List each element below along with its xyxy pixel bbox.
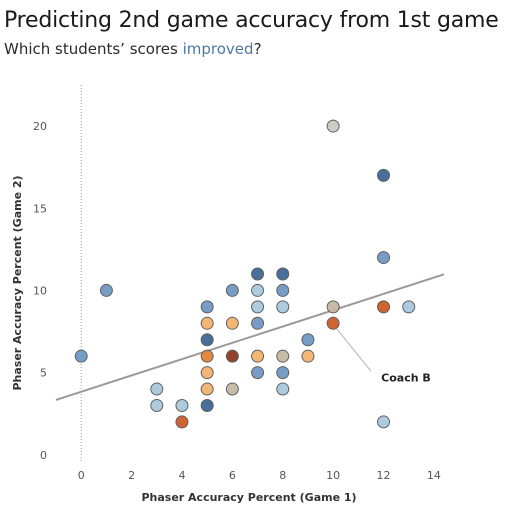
data-point[interactable] [251,300,265,314]
y-tick-label: 15 [33,202,47,215]
x-tick-label: 8 [279,469,286,482]
y-tick-label: 10 [33,284,47,297]
trend-lines [55,273,445,401]
data-point[interactable] [377,168,391,182]
x-axis-title: Phaser Accuracy Percent (Game 1) [141,491,356,504]
data-point[interactable] [276,283,290,297]
plot-area [56,85,444,463]
data-point[interactable] [326,300,340,314]
data-points [74,119,416,429]
x-tick-label: 0 [78,469,85,482]
data-point[interactable] [74,349,88,363]
x-tick-label: 6 [229,469,236,482]
data-point[interactable] [200,300,214,314]
data-point[interactable] [251,316,265,330]
y-axis-title: Phaser Accuracy Percent (Game 2) [11,175,24,390]
data-point[interactable] [200,382,214,396]
data-point[interactable] [150,382,164,396]
data-point[interactable] [200,366,214,380]
data-point[interactable] [175,398,189,412]
x-tick-label: 4 [178,469,185,482]
data-point[interactable] [276,382,290,396]
data-point[interactable] [200,398,214,412]
annotations: Coach B [336,328,431,384]
data-point[interactable] [377,415,391,429]
data-point[interactable] [225,283,239,297]
data-point[interactable] [225,349,239,363]
subtitle-highlight: improved [182,40,254,58]
data-point[interactable] [251,283,265,297]
data-point[interactable] [326,119,340,133]
y-tick-label: 20 [33,120,47,133]
data-point[interactable] [251,267,265,281]
x-tick-label: 14 [427,469,441,482]
data-point[interactable] [200,316,214,330]
data-point[interactable] [99,283,113,297]
data-point[interactable] [225,316,239,330]
annotation-label: Coach B [381,371,431,384]
y-tick-label: 5 [40,367,47,380]
chart-title: Predicting 2nd game accuracy from 1st ga… [4,8,499,33]
data-point[interactable] [301,349,315,363]
annotation-leader-line [336,328,372,372]
data-point[interactable] [150,398,164,412]
data-point[interactable] [377,300,391,314]
data-point[interactable] [276,349,290,363]
trend-line [55,273,445,401]
data-point[interactable] [200,349,214,363]
data-point[interactable] [251,349,265,363]
data-point[interactable] [276,366,290,380]
axis-ticks: 0 2 4 6 8 10 12 14 0 5 10 15 20 [33,120,441,482]
data-point[interactable] [175,415,189,429]
data-point[interactable] [225,382,239,396]
data-point[interactable] [276,300,290,314]
data-point[interactable] [402,300,416,314]
y-tick-label: 0 [40,449,47,462]
data-point[interactable] [326,316,340,330]
data-point[interactable] [251,366,265,380]
data-point[interactable] [377,251,391,265]
data-point[interactable] [301,333,315,347]
subtitle-end: ? [253,40,262,58]
subtitle-text: Which students’ scores [4,40,183,58]
data-point[interactable] [276,267,290,281]
data-point[interactable] [200,333,214,347]
x-tick-label: 12 [377,469,391,482]
x-tick-label: 2 [128,469,135,482]
x-tick-label: 10 [326,469,340,482]
chart-subtitle: Which students’ scores improved? [4,40,262,58]
